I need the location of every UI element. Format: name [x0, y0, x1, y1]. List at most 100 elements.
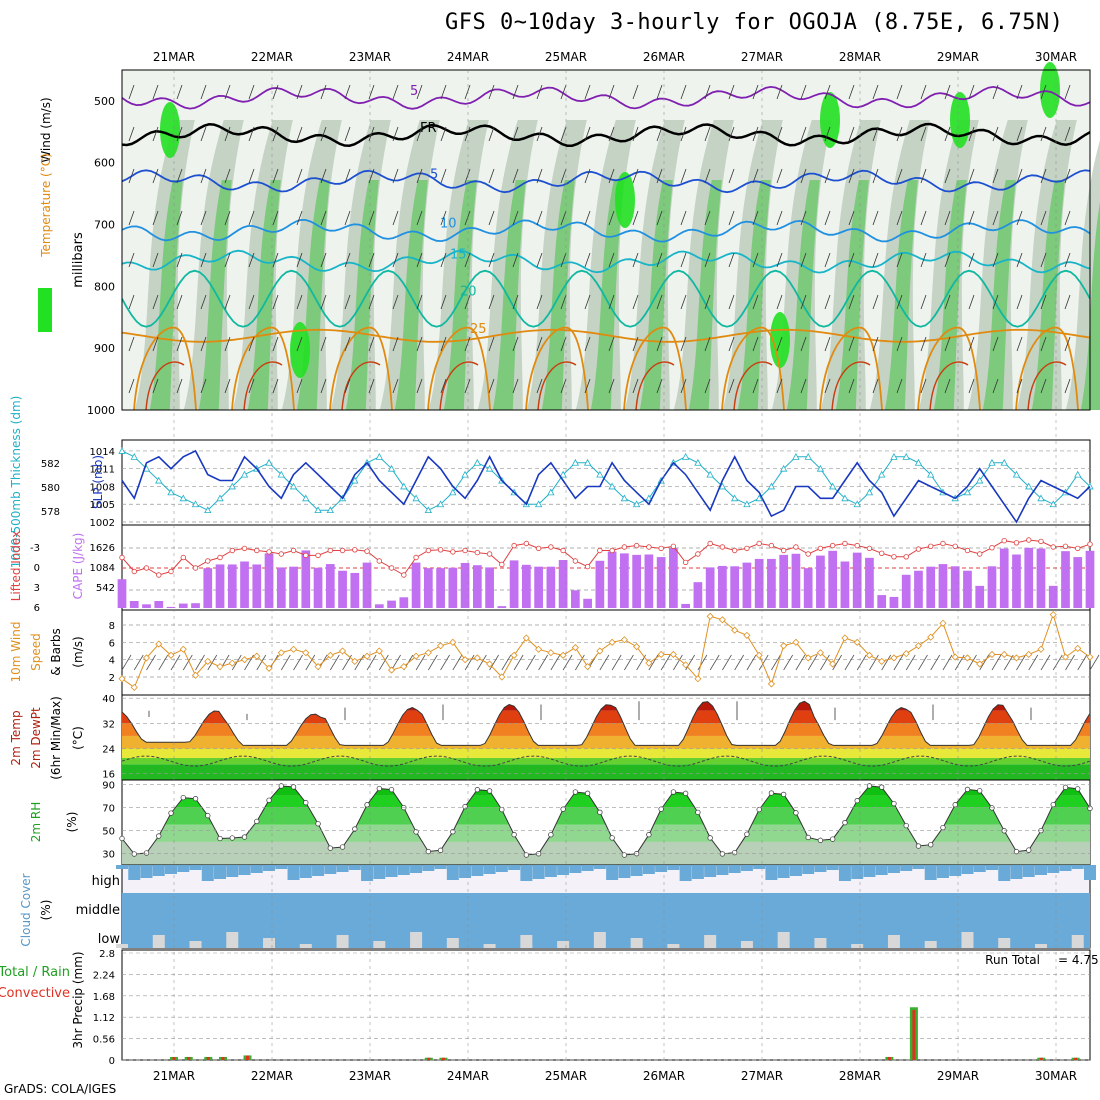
date-label-top: 22MAR [251, 50, 293, 64]
surface-wind-barb [427, 654, 438, 671]
wind-speed-point [571, 643, 579, 652]
thickness-point [755, 494, 763, 502]
wind-barb [296, 252, 303, 268]
surface-wind-barb [476, 654, 487, 671]
rh-unit-label: (%) [65, 812, 79, 833]
wind-barb [200, 126, 207, 142]
wind-barb [152, 168, 159, 184]
wind-barb [944, 252, 951, 268]
rh-point [940, 824, 946, 831]
wind-barb [560, 84, 567, 100]
thickness-tick: 578 [41, 507, 60, 518]
wind-barb [776, 168, 783, 184]
lifted-index-point [572, 558, 579, 564]
wind-barb [968, 210, 975, 226]
wind-barb [296, 84, 303, 100]
cape-bar [534, 566, 543, 608]
slp-tick: 1008 [90, 482, 115, 493]
wind-barb [296, 126, 303, 142]
cloud-high-bar [655, 865, 668, 872]
thickness-point [914, 458, 923, 466]
cape-bar [313, 567, 323, 608]
wind-barb [296, 336, 303, 352]
lifted-index-point [315, 552, 321, 559]
wind-barb [224, 336, 231, 352]
dewpoint-line [121, 755, 1091, 767]
wind-speed-point [682, 661, 690, 669]
lifted-index-point [241, 545, 248, 552]
slp-tick: 1014 [90, 447, 115, 458]
lifted-index-point [180, 554, 186, 561]
lifted-index-point [817, 545, 824, 552]
cloud-low-gap [961, 932, 974, 948]
thickness-point [878, 470, 886, 478]
cape-bar [987, 566, 997, 608]
wind-speed-point [449, 638, 457, 646]
precip-convective-bar [172, 1057, 176, 1060]
lifted-index-point [303, 552, 309, 559]
wind-speed-point [375, 647, 383, 655]
rh-point [192, 796, 199, 802]
lifted-index-point [1038, 538, 1044, 545]
surface-wind-barb [746, 654, 757, 671]
rh-point [315, 821, 321, 827]
wind-barb [320, 378, 327, 394]
wind-barb [944, 294, 951, 310]
precip-tick: 1.68 [93, 992, 115, 1003]
cape-bar [779, 554, 789, 608]
wind-barb [416, 126, 423, 142]
wind-barb [848, 84, 855, 100]
wind-speed-point [853, 638, 861, 646]
rh-point [290, 784, 297, 790]
wind-barb [584, 168, 591, 184]
rh-point [143, 850, 150, 856]
cape-bar [558, 560, 568, 608]
rh-shade-mid [198, 180, 232, 410]
rh-point [1062, 784, 1069, 790]
upper-air-ylabel: millibars [71, 232, 86, 288]
wind-barb [1064, 168, 1071, 184]
rh-point [168, 810, 174, 816]
wind-barb [896, 168, 903, 184]
wind-barb [512, 252, 519, 268]
wind-barb [512, 294, 519, 310]
lifted-index-point [327, 547, 334, 554]
cloud-high-bar [618, 865, 631, 878]
lifted-index-point [462, 547, 468, 554]
surface-wind-barb [1065, 654, 1075, 671]
wind-tick: 4 [109, 656, 115, 667]
wind-barb [680, 84, 687, 100]
thickness-point [608, 482, 616, 490]
thickness-point [865, 488, 874, 496]
wind-barb [368, 84, 375, 100]
wind-barb [224, 294, 231, 310]
cape-bar [521, 564, 531, 608]
rh-point [903, 822, 909, 829]
wind-speed-point [1086, 653, 1094, 661]
lifted-index-point [376, 558, 383, 564]
wind-barb [128, 294, 135, 310]
wind-barb [920, 252, 927, 268]
wind-barb [800, 378, 807, 394]
lifted-index-point [977, 551, 983, 557]
wind-speed-point [351, 657, 359, 665]
cloud-level-label: low [98, 932, 121, 947]
wind-barb [656, 252, 663, 268]
wind-tick: 8 [109, 621, 115, 632]
wind-barb [224, 210, 231, 226]
date-label-bottom: 22MAR [251, 1069, 293, 1083]
wind-barb [488, 126, 495, 142]
wind-barb [272, 252, 279, 268]
wind-barb [992, 252, 999, 268]
rh-point [425, 848, 431, 855]
wind-barb [200, 168, 207, 184]
thickness-point [632, 500, 641, 508]
cape-bar [1073, 557, 1083, 608]
cape-tick: 542 [96, 583, 115, 594]
precip-tick: 1.12 [93, 1013, 115, 1024]
wind-barb [272, 336, 279, 352]
lifted-index-point [1062, 543, 1069, 549]
lifted-index-point [646, 544, 652, 550]
cape-bar [583, 598, 592, 608]
wind-speed-point [780, 642, 788, 650]
